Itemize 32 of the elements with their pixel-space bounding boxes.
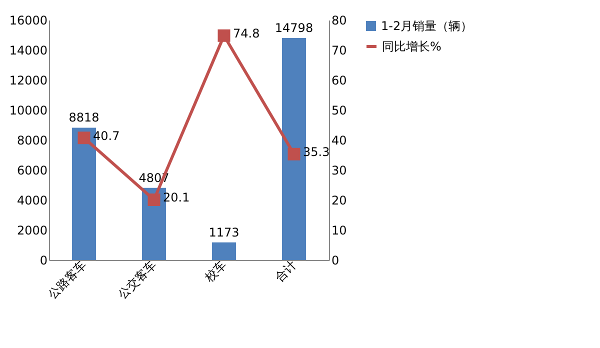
point — [148, 193, 160, 206]
y2-tick-label: 20 — [332, 194, 347, 208]
y-tick-label: 16000 — [9, 14, 48, 28]
y2-tick-label: 30 — [332, 164, 347, 178]
legend-label: 1-2月销量（辆） — [381, 19, 473, 33]
y2-tick-label: 10 — [332, 224, 347, 238]
data-label: 1173 — [208, 225, 240, 240]
y2-tick-label: 60 — [332, 74, 347, 88]
y2-tick-label: 80 — [332, 14, 347, 28]
x-tick-label: 合计 — [272, 258, 299, 284]
point — [288, 148, 300, 160]
y-tick-label: 6000 — [16, 164, 48, 178]
point — [78, 132, 90, 144]
y-tick-label: 10000 — [9, 104, 48, 118]
point — [218, 29, 230, 42]
data-label: 14798 — [274, 21, 314, 36]
y-tick-label: 2000 — [16, 224, 48, 238]
bar — [212, 242, 236, 260]
y-tick-label: 0 — [40, 254, 48, 268]
y2-tick-label: 40 — [332, 134, 347, 148]
y-tick-label: 4000 — [16, 194, 48, 208]
x-tick-label: 校车 — [201, 258, 229, 286]
y2-tick-label: 70 — [332, 44, 347, 58]
y2-tick-label: 50 — [332, 104, 347, 118]
y-tick-label: 8000 — [16, 134, 48, 148]
x-tick-label: 公交客车 — [115, 258, 159, 302]
data-label: 8818 — [68, 110, 100, 125]
y2-tick-label: 0 — [332, 254, 340, 268]
legend-label: 同比增长% — [382, 40, 442, 54]
data-label: 74.8 — [233, 26, 260, 41]
y-tick-label: 14000 — [9, 44, 48, 58]
y-tick-label: 12000 — [9, 74, 48, 88]
